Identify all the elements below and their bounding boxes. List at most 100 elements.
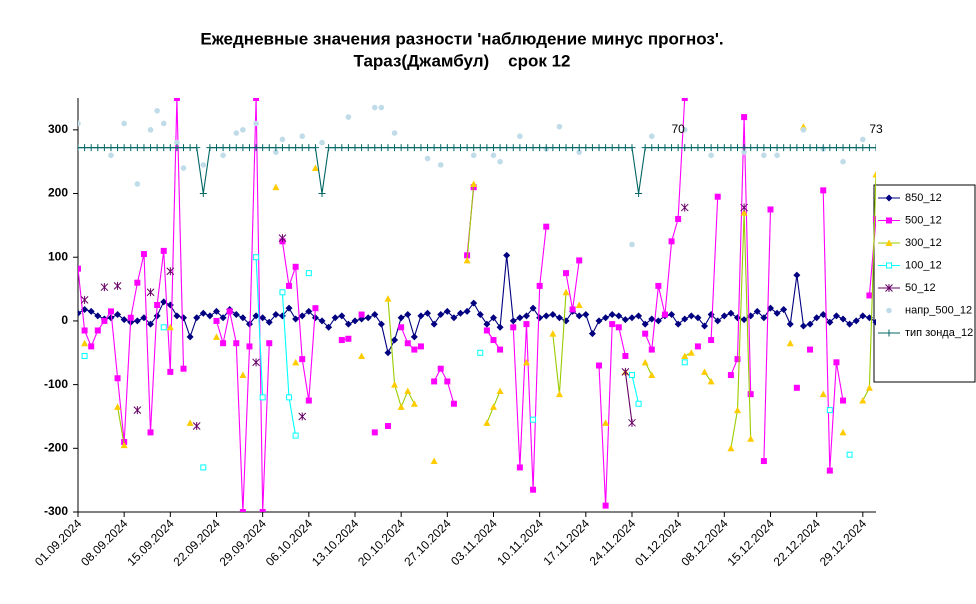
- data-point: [299, 356, 306, 363]
- data-point: [443, 144, 451, 152]
- data-point: [174, 139, 180, 146]
- data-point: [384, 295, 392, 302]
- data-point: [180, 165, 187, 171]
- data-point: [562, 288, 570, 296]
- data-point: [384, 349, 392, 357]
- data-point: [199, 309, 207, 317]
- data-point: [450, 314, 458, 322]
- data-point: [595, 144, 603, 152]
- data-point: [180, 314, 188, 322]
- data-point: [377, 320, 385, 328]
- y-tick-label: 100: [48, 249, 68, 263]
- data-point: [364, 144, 372, 152]
- data-point: [694, 314, 702, 322]
- data-point: [226, 308, 233, 315]
- data-point: [259, 509, 266, 512]
- data-point: [575, 301, 583, 308]
- data-point: [411, 346, 418, 353]
- data-point: [311, 144, 319, 152]
- y-tick-label: -100: [44, 377, 68, 391]
- data-point: [81, 339, 89, 347]
- data-point: [345, 335, 352, 342]
- data-point: [437, 144, 445, 152]
- data-point: [602, 144, 610, 152]
- y-tick-label: 0: [61, 313, 68, 327]
- data-point: [865, 384, 873, 391]
- data-point: [331, 314, 339, 322]
- data-point: [741, 149, 747, 155]
- data-point: [575, 312, 583, 320]
- data-point: [166, 323, 174, 331]
- y-tick-label: -200: [44, 440, 68, 454]
- data-point: [245, 320, 253, 328]
- data-point: [410, 400, 418, 407]
- series-line: [78, 98, 876, 512]
- data-point: [272, 183, 280, 191]
- data-point: [563, 270, 570, 277]
- data-point: [820, 187, 827, 194]
- data-point: [865, 144, 873, 152]
- data-point: [734, 406, 742, 414]
- data-point: [477, 349, 484, 356]
- data-point: [298, 412, 307, 421]
- data-point: [629, 241, 635, 248]
- data-point: [767, 206, 774, 213]
- data-point: [404, 311, 412, 319]
- data-point: [80, 295, 89, 304]
- data-point: [259, 394, 266, 401]
- data-point: [325, 144, 333, 152]
- data-point: [727, 372, 734, 379]
- data-point: [285, 304, 293, 312]
- data-point: [569, 144, 577, 152]
- data-point: [641, 144, 649, 152]
- legend-marker: [886, 307, 892, 314]
- data-point: [219, 144, 227, 152]
- data-point: [147, 127, 154, 133]
- y-tick-label: 200: [48, 186, 68, 200]
- legend-label: тип зонда_12: [905, 327, 973, 339]
- data-point: [253, 120, 259, 127]
- data-point: [747, 435, 755, 442]
- data-point: [681, 144, 689, 152]
- data-point: [747, 144, 755, 152]
- data-point: [727, 309, 735, 317]
- data-point: [516, 314, 524, 322]
- data-point: [602, 419, 610, 426]
- data-point: [780, 305, 788, 313]
- data-point: [358, 352, 366, 359]
- data-point: [133, 406, 142, 415]
- data-point: [549, 144, 557, 152]
- data-point: [780, 144, 788, 152]
- data-point: [833, 359, 840, 366]
- data-point: [180, 365, 187, 372]
- data-point: [701, 368, 709, 375]
- data-point: [364, 314, 372, 322]
- data-point: [146, 288, 155, 297]
- data-point: [727, 444, 735, 452]
- data-point: [668, 238, 675, 245]
- data-point: [503, 251, 511, 259]
- data-point: [404, 144, 412, 152]
- data-point: [239, 144, 247, 152]
- data-point: [793, 384, 800, 391]
- data-point: [866, 292, 873, 299]
- data-point: [311, 164, 319, 172]
- data-point: [404, 387, 412, 394]
- data-point: [575, 144, 583, 152]
- data-point: [720, 144, 728, 152]
- legend-label: напр_500_12: [905, 304, 972, 316]
- x-tick-label: 29.12.2024: [817, 516, 870, 569]
- data-point: [147, 144, 155, 152]
- data-point: [450, 144, 458, 152]
- data-point: [358, 311, 365, 318]
- data-point: [727, 144, 735, 152]
- data-point: [377, 144, 385, 152]
- data-point: [648, 144, 656, 152]
- data-point: [483, 320, 491, 328]
- data-point: [384, 144, 392, 152]
- data-point: [608, 311, 616, 319]
- x-tick-label: 08.12.2024: [678, 516, 731, 569]
- data-point: [437, 162, 444, 168]
- data-point: [708, 152, 714, 159]
